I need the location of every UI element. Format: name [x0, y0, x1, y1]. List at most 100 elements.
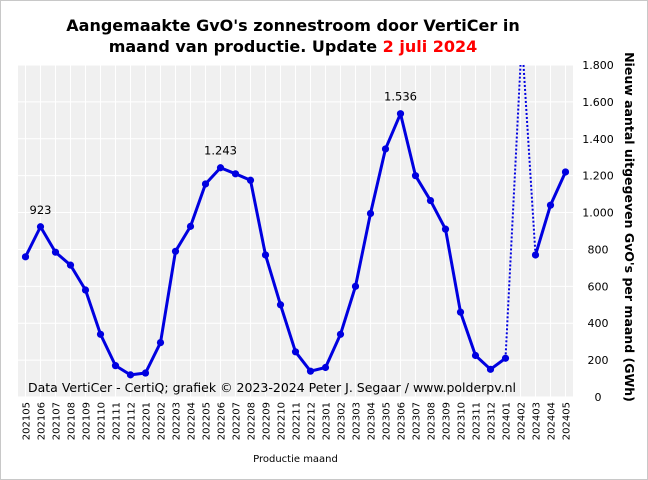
x-tick-label: 202312	[487, 402, 498, 440]
axes: 0 200 400 600 800 1.000 1.200 1.400 1.600 1.800 20…	[22, 52, 638, 465]
x-tick-label: 202302	[337, 402, 348, 440]
data-point	[246, 176, 255, 184]
x-tick-label: 202209	[262, 402, 273, 440]
x-tick-label: 202108	[67, 402, 78, 440]
x-tick-label: 202311	[472, 402, 483, 440]
data-label: 1.536	[384, 90, 417, 104]
y-tick-label: 1.800	[582, 59, 614, 72]
x-tick-label: 202206	[217, 402, 228, 440]
data-point	[486, 365, 495, 373]
data-point	[501, 354, 510, 362]
data-point	[126, 371, 135, 379]
y-tick-label: 200	[588, 354, 609, 367]
y-tick-label: 1.400	[582, 133, 614, 146]
data-point	[36, 223, 45, 231]
x-tick-label: 202207	[232, 402, 243, 440]
data-point	[216, 164, 225, 172]
data-point	[366, 209, 375, 218]
data-point	[426, 196, 435, 205]
data-label: 923	[30, 203, 52, 217]
y-tick-label: 400	[588, 317, 609, 330]
data-point	[336, 330, 345, 338]
data-point	[231, 170, 240, 178]
y-axis-title: Nieuw aantal uitgegeven GvO's per maand …	[622, 52, 637, 402]
y-tick-label: 0	[595, 391, 602, 404]
data-point	[81, 286, 90, 294]
data-point	[261, 251, 270, 259]
data-point	[471, 351, 480, 360]
series-layer	[21, 64, 570, 379]
x-tick-label: 202307	[412, 402, 423, 440]
data-point	[306, 367, 315, 375]
label-layer: 923 1.243 1.536 Data VertiCer - CertiQ; gra…	[28, 90, 516, 395]
x-tick-label: 202301	[322, 402, 333, 440]
data-point	[291, 348, 300, 356]
data-point	[441, 225, 450, 233]
chart-title: Aangemaakte GvO's zonnestroom door Verti…	[1, 15, 585, 57]
y-tick-label: 1.000	[582, 207, 614, 220]
x-tick-label: 202105	[22, 402, 33, 440]
x-tick-label: 202405	[562, 402, 573, 440]
x-tick-label: 202210	[277, 402, 288, 440]
x-tick-label: 202111	[112, 402, 123, 440]
data-point	[141, 369, 150, 377]
gridlines	[18, 64, 573, 398]
x-tick-label: 202112	[127, 402, 138, 440]
data-point	[111, 362, 120, 370]
x-tick-label: 202212	[307, 402, 318, 440]
x-tick-label: 202305	[382, 402, 393, 440]
data-label: 1.243	[204, 144, 237, 158]
data-point	[66, 261, 75, 269]
x-tick-label: 202109	[82, 402, 93, 440]
data-point	[96, 330, 105, 338]
x-tick-label: 202110	[97, 402, 108, 440]
data-point	[156, 338, 165, 347]
title-line-2: maand van productie. Update	[108, 37, 383, 56]
data-point	[381, 145, 390, 153]
x-tick-label: 202310	[457, 402, 468, 440]
data-point	[186, 222, 195, 230]
data-point	[411, 172, 420, 180]
y-tick-label: 600	[588, 280, 609, 293]
data-point	[321, 363, 330, 372]
data-point	[21, 253, 30, 261]
x-tick-label: 202211	[292, 402, 303, 440]
y-tick-label: 1.200	[582, 170, 614, 183]
x-tick-label: 202204	[187, 402, 198, 440]
y-tick-label: 800	[588, 243, 609, 256]
data-point	[531, 251, 540, 259]
x-tick-label: 202404	[547, 402, 558, 440]
x-tick-label: 202208	[247, 402, 258, 440]
data-point	[201, 180, 210, 188]
data-point	[456, 308, 465, 316]
x-tick-label: 202106	[37, 402, 48, 440]
data-point	[561, 168, 570, 176]
x-tick-label: 202205	[202, 402, 213, 440]
data-point	[276, 301, 285, 309]
x-tick-label: 202306	[397, 402, 408, 440]
x-tick-label: 202303	[352, 402, 363, 440]
data-point	[171, 247, 180, 255]
x-tick-label: 202308	[427, 402, 438, 440]
x-tick-label: 202402	[517, 402, 528, 440]
outlier-line-up	[504, 64, 522, 359]
data-point	[546, 201, 555, 209]
title-update-date: 2 juli 2024	[382, 37, 478, 56]
x-tick-label: 202304	[367, 402, 378, 440]
x-tick-label: 202403	[532, 402, 543, 440]
x-tick-label: 202309	[442, 402, 453, 440]
y-tick-label: 1.600	[582, 96, 614, 109]
title-line-1: Aangemaakte GvO's zonnestroom door Verti…	[66, 16, 520, 35]
x-axis-title: Productie maand	[253, 454, 338, 465]
data-point	[351, 282, 360, 290]
data-point	[51, 248, 60, 256]
x-tick-label: 202202	[157, 402, 168, 440]
x-tick-label: 202201	[142, 402, 153, 440]
source-note: Data VertiCer - CertiQ; grafiek © 2023-2…	[28, 380, 516, 395]
x-tick-label: 202107	[52, 402, 63, 440]
data-point	[396, 110, 405, 118]
x-tick-label: 202401	[502, 402, 513, 440]
x-tick-label: 202203	[172, 402, 183, 440]
